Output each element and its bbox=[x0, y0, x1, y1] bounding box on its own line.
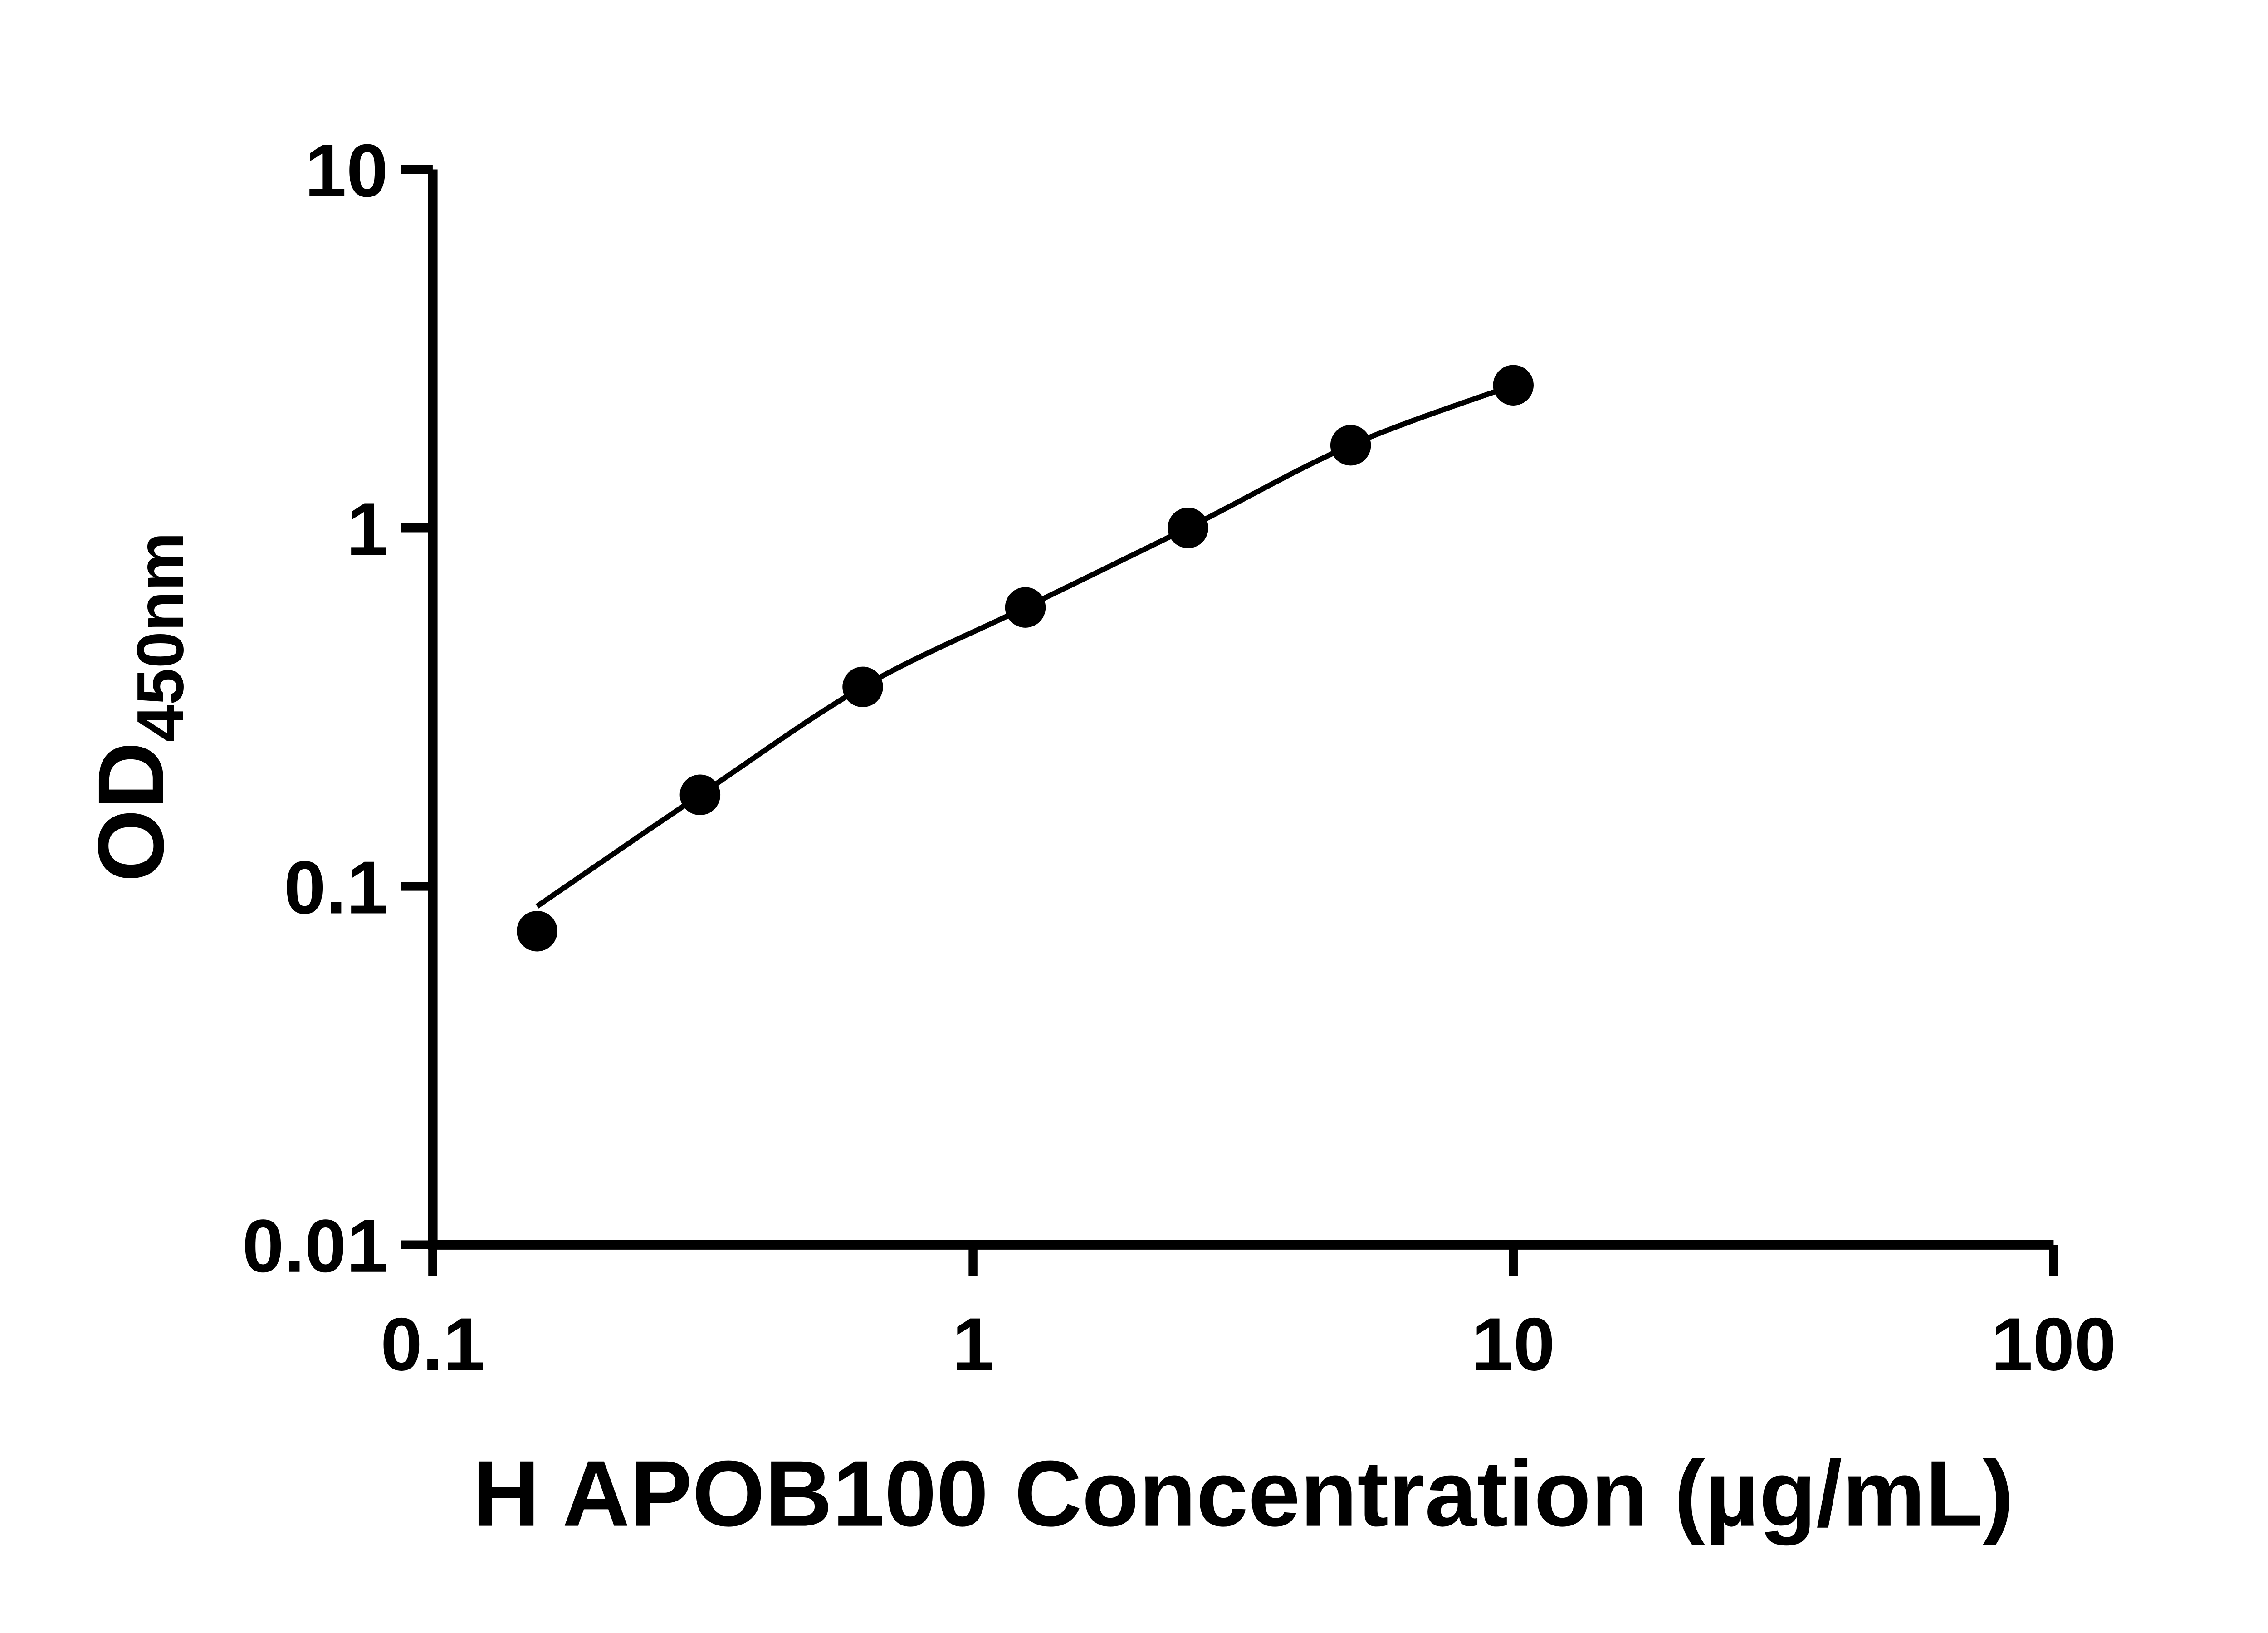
data-point bbox=[1493, 365, 1534, 406]
y-axis-title-main: OD bbox=[78, 742, 183, 882]
data-point bbox=[1330, 425, 1371, 466]
x-tick-label: 10 bbox=[1471, 1302, 1555, 1386]
data-point bbox=[679, 774, 721, 815]
data-point bbox=[1005, 587, 1046, 628]
axis-spine bbox=[428, 169, 2054, 1250]
x-tick-label: 100 bbox=[1991, 1302, 2116, 1386]
y-tick-label: 1 bbox=[347, 487, 388, 571]
tick-labels-group: 0.1 1 10 100 0.01 0.1 1 10 bbox=[242, 129, 2116, 1386]
ticks-group bbox=[401, 165, 2058, 1276]
fit-curve bbox=[535, 382, 1515, 909]
data-point bbox=[1168, 508, 1208, 548]
x-axis-title: H APOB100 Concentration (µg/mL) bbox=[472, 1441, 2014, 1546]
x-tick-label: 0.1 bbox=[381, 1302, 485, 1386]
axes-group bbox=[428, 169, 2054, 1250]
x-tick-label: 1 bbox=[952, 1302, 994, 1386]
data-point bbox=[842, 666, 883, 708]
y-axis-title-subscript: 450nm bbox=[123, 532, 197, 742]
fit-curve-group bbox=[535, 382, 1515, 909]
y-tick-label: 10 bbox=[305, 129, 388, 213]
y-tick-label: 0.1 bbox=[284, 846, 388, 929]
y-tick-label: 0.01 bbox=[242, 1204, 388, 1288]
data-points-group bbox=[517, 365, 1534, 952]
data-point bbox=[517, 910, 557, 952]
y-axis-title: OD450nm bbox=[78, 532, 197, 882]
